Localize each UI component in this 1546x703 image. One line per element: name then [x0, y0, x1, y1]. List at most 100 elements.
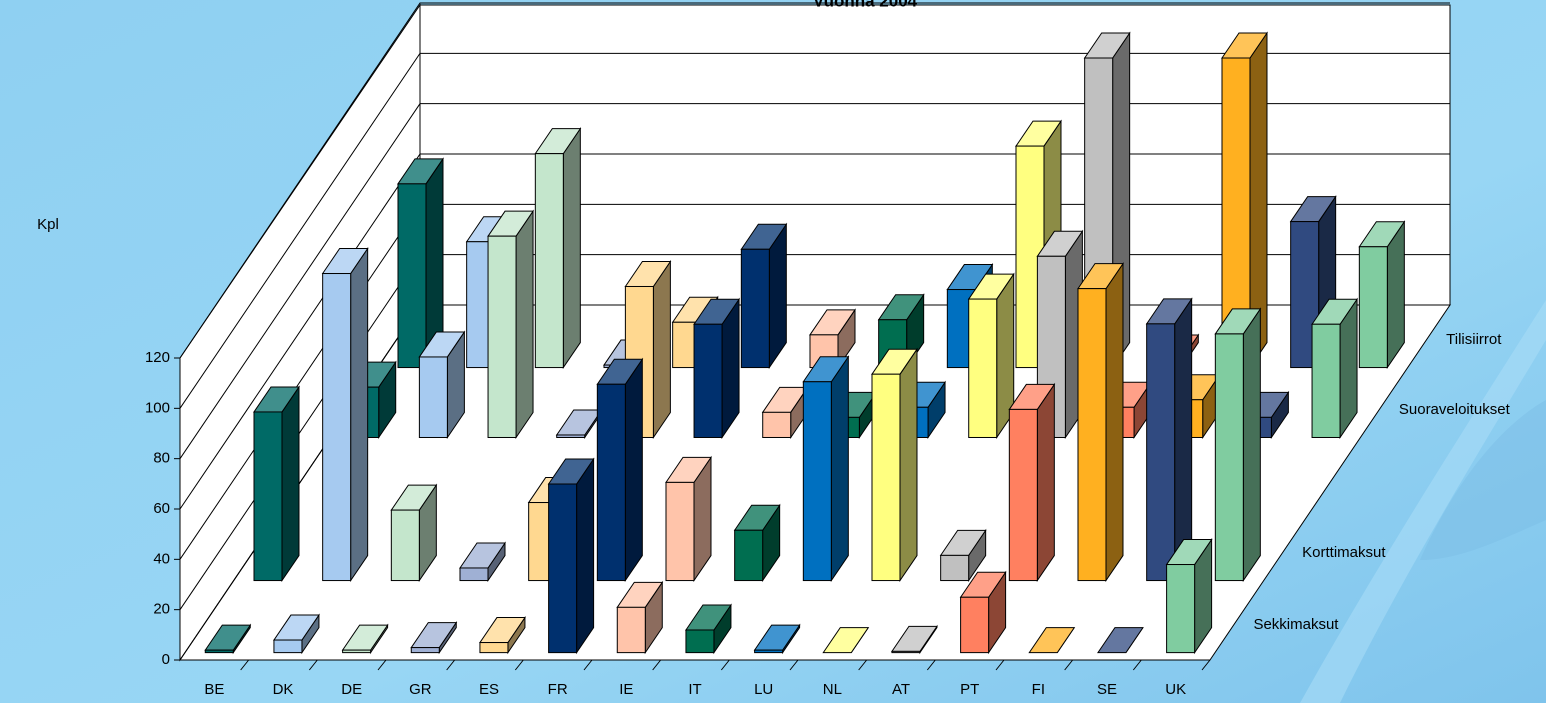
x-tick-label: ES — [479, 681, 499, 698]
tick-mark — [789, 659, 799, 671]
bar — [418, 330, 466, 440]
tick-mark — [446, 659, 456, 671]
grid-line — [179, 2, 1450, 359]
bar-top — [1096, 627, 1144, 654]
series-label: Korttimaksut — [1302, 544, 1386, 561]
bar-side — [562, 127, 581, 370]
bar — [341, 623, 389, 655]
bar-top — [1028, 627, 1076, 654]
tick-mark — [720, 659, 730, 671]
bar — [1096, 627, 1144, 654]
bar-front — [616, 606, 646, 654]
tick-mark — [308, 659, 318, 671]
bar — [1214, 307, 1262, 583]
tick-mark — [926, 659, 936, 671]
bar-front — [1077, 288, 1107, 582]
y-tick-label: 0 — [162, 651, 170, 668]
bar-front — [548, 483, 578, 654]
bar-front — [1008, 408, 1038, 582]
series-label: Suoraveloitukset — [1399, 401, 1511, 418]
bar-front — [1311, 323, 1341, 438]
bar-front — [342, 649, 372, 654]
bar-front — [253, 411, 283, 582]
bar — [1028, 627, 1076, 654]
bar-front — [418, 356, 448, 438]
bars — [204, 31, 1406, 655]
tick-mark — [1201, 659, 1211, 671]
bar-side — [1105, 261, 1124, 583]
bar-front — [410, 647, 440, 654]
x-tick-label: FI — [1032, 681, 1045, 698]
chart-title: Vuonna 2004 — [813, 0, 918, 10]
bar-front — [685, 629, 715, 654]
bar — [959, 570, 1007, 655]
bar-side — [515, 209, 534, 440]
bar-front — [534, 153, 564, 369]
bar-front — [940, 554, 970, 582]
bar — [733, 503, 781, 583]
swoosh — [1300, 300, 1546, 703]
bar — [534, 127, 582, 370]
bar-front — [762, 411, 792, 438]
bar — [1311, 297, 1358, 440]
bar-front — [1358, 246, 1388, 369]
bar — [596, 357, 644, 583]
tick-mark — [583, 659, 593, 671]
bar-side — [830, 355, 849, 583]
bar — [740, 222, 788, 370]
x-tick-label: BE — [204, 681, 224, 698]
x-tick-label: IT — [688, 681, 701, 698]
bar — [684, 603, 732, 655]
bar — [871, 347, 918, 583]
bar-front — [665, 481, 695, 582]
bar — [410, 620, 458, 655]
bar-front — [459, 567, 489, 582]
tick-mark — [995, 659, 1005, 671]
y-tick-label: 80 — [153, 450, 170, 467]
y-tick-label: 100 — [145, 399, 170, 416]
bar-front — [891, 650, 921, 654]
bar — [204, 623, 252, 655]
bar — [967, 272, 1015, 440]
bar-front — [479, 642, 509, 654]
tick-mark — [1064, 659, 1074, 671]
bar-side — [281, 385, 300, 583]
bar-top — [822, 627, 870, 654]
bar — [1165, 537, 1213, 655]
bar-side — [1242, 307, 1261, 583]
bar-front — [1146, 323, 1176, 582]
bar — [547, 457, 595, 655]
x-tick-label: DE — [341, 681, 362, 698]
bar-side — [1174, 297, 1193, 583]
bar-side — [652, 259, 671, 440]
tick-mark — [240, 659, 250, 671]
bar — [390, 483, 438, 583]
bar — [753, 623, 801, 655]
bar — [478, 615, 526, 655]
series-label: Tilisiirrot — [1446, 331, 1502, 348]
bar — [665, 455, 712, 583]
y-tick-label: 120 — [145, 349, 170, 366]
bar-front — [1214, 333, 1244, 582]
x-tick-label: UK — [1165, 681, 1186, 698]
bar-front — [596, 383, 626, 582]
x-tick-label: NL — [823, 681, 842, 698]
bar-side — [1036, 382, 1055, 583]
bar-side — [899, 347, 918, 583]
tick-mark — [514, 659, 524, 671]
bar — [693, 297, 740, 440]
bar — [1008, 382, 1056, 583]
tick-mark — [377, 659, 387, 671]
bar-front — [693, 323, 723, 438]
x-tick-label: IE — [619, 681, 633, 698]
x-tick-label: AT — [892, 681, 910, 698]
bar — [321, 246, 369, 583]
series-label: Sekkimaksut — [1253, 616, 1339, 633]
tick-mark — [1132, 659, 1142, 671]
bar-front — [397, 183, 427, 369]
bar-front — [204, 649, 234, 654]
bar-front — [802, 381, 832, 582]
bar-side — [350, 246, 369, 583]
y-axis-label: Kpl — [37, 216, 59, 233]
